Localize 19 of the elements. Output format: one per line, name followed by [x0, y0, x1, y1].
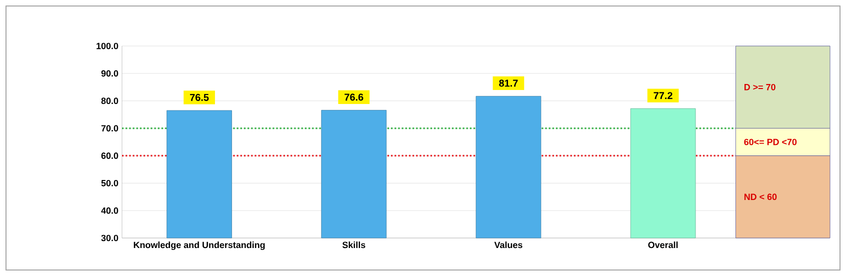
x-tick-label: Knowledge and Understanding: [134, 242, 265, 250]
y-tick-label: 100.0: [96, 42, 118, 50]
x-tick-label: Overall: [648, 242, 678, 248]
y-tick-label: 90.0: [101, 70, 118, 77]
x-tick-label: Values: [494, 242, 522, 248]
data-label: 76.5: [190, 94, 209, 101]
band-label: ND < 60: [744, 194, 777, 200]
data-label: 81.7: [499, 80, 518, 87]
y-tick-label: 40.0: [101, 207, 118, 214]
data-label: 77.2: [654, 92, 672, 100]
data-label: 76.6: [344, 94, 364, 101]
y-tick-label: 60.0: [101, 152, 118, 159]
band-label: D >= 70: [744, 84, 776, 90]
x-tick-label: Skills: [342, 242, 366, 248]
y-tick-label: 70.0: [101, 125, 118, 132]
y-tick-label: 80.0: [101, 98, 118, 104]
band-label: 60<= PD <70: [744, 138, 797, 146]
y-tick-label: 50.0: [101, 180, 118, 186]
y-tick-label: 30.0: [101, 234, 118, 242]
